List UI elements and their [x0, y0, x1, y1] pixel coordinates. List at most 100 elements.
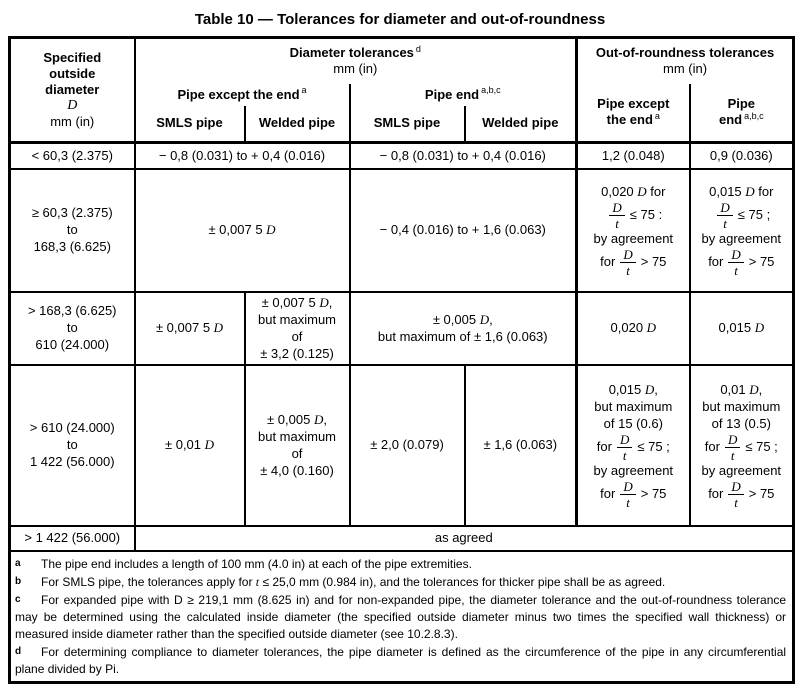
subgroup-label: Pipe end [424, 86, 480, 102]
tolerance-line: 0,01 D, [693, 382, 791, 398]
diameter-variable: D [319, 294, 329, 310]
tolerance-value: ± 0,01 [164, 437, 205, 452]
condition-text: > 75 [640, 253, 667, 269]
tolerance-line: but maximum of ± 1,6 (0.063) [377, 328, 548, 344]
header-text: end [718, 112, 743, 128]
range-line: to [66, 320, 78, 335]
fraction-denominator: t [734, 262, 738, 278]
header-oor-tolerances-group: Out-of-roundness tolerances mm (in) [575, 36, 795, 84]
tolerance-line: of [291, 328, 303, 344]
cell-oor-pipe-end: 0,9 (0.036) [688, 141, 795, 170]
tolerance-line: ± 0,005 D, [248, 412, 347, 428]
cell-welded-pipe-end: ± 1,6 (0.063) [463, 363, 579, 527]
condition-text: > 75 [748, 253, 775, 269]
footnotes-row: a The pipe end includes a length of 100 m… [8, 549, 795, 683]
tolerance-line: of [291, 445, 303, 461]
condition-text: for [704, 438, 720, 454]
tolerance-value: ± 0,005 [432, 311, 480, 327]
header-row-pipe-types: SMLS pipe Welded pipe SMLS pipe Welded p… [10, 105, 794, 144]
tolerance-line: ± 3,2 (0.125) [260, 345, 334, 361]
header-unit: mm (in) [50, 114, 95, 129]
cell-od-range: ≥ 60,3 (2.375) to 168,3 (6.625) [8, 167, 136, 293]
fraction-numerator: D [616, 433, 633, 448]
footnote-text: For expanded pipe with D ≥ 219,1 mm (8.6… [15, 592, 787, 641]
group-label: Out-of-roundness tolerances [595, 45, 775, 61]
cell-diam-tol-except-end: ± 0,007 5 D [133, 167, 351, 293]
tolerance-value: ± 0,007 5 [261, 294, 320, 310]
tolerance-line: 0,015 D, [580, 382, 687, 398]
tolerance-line: 0,020 D for [580, 184, 687, 200]
diameter-variable: D [749, 381, 759, 397]
diameter-variable: D [644, 381, 655, 397]
fraction-numerator: D [620, 480, 636, 495]
footnote-b: b For SMLS pipe, the tolerances apply for… [15, 574, 786, 591]
tolerance-value: 0,020 [601, 183, 638, 199]
tolerance-text: , [654, 381, 658, 397]
condition-text: > 75 [748, 485, 775, 501]
table-row: > 610 (24.000) to 1 422 (56.000) ± 0,01 … [8, 363, 795, 527]
header-pipe-except-end: Pipe except the end a [133, 83, 351, 106]
tolerance-value: ± 0,005 [267, 411, 314, 427]
tolerance-value: 0,01 [720, 381, 750, 397]
cell-diam-tol-pipe-end: − 0,4 (0.016) to + 1,6 (0.063) [348, 167, 579, 293]
condition-text: ≤ 75 ; [745, 438, 778, 454]
fraction-denominator: t [626, 494, 630, 510]
header-row-groups: Specified outside diameter D mm (in) Dia… [8, 36, 795, 144]
diameter-variable: D [637, 183, 647, 199]
tolerance-text: , [758, 381, 763, 397]
thickness-variable: t [255, 574, 260, 589]
cell-smls-except-end: ± 0,007 5 D [133, 290, 246, 366]
diameter-variable: D [479, 311, 490, 327]
header-oor-pipe-end: Pipe end a,b,c [688, 83, 795, 144]
header-unit: mm (in) [333, 61, 378, 77]
header-unit: mm (in) [663, 61, 708, 77]
tolerance-value: ± 0,007 5 [155, 320, 214, 335]
table-row: > 1 422 (56.000) as agreed [8, 524, 795, 552]
table-row: < 60,3 (2.375) − 0,8 (0.031) to + 0,4 (0… [8, 141, 795, 170]
agreement-line: by agreement [701, 230, 782, 246]
footnote-marker: d [15, 645, 22, 657]
cell-oor-except-end: 1,2 (0.048) [575, 141, 691, 170]
range-line: ≥ 60,3 (2.375) [31, 205, 113, 220]
cell-od-range: > 610 (24.000) to 1 422 (56.000) [8, 363, 136, 527]
cell-od-range: < 60,3 (2.375) [8, 141, 136, 170]
tolerance-text: for [754, 183, 774, 199]
tolerance-line: of 15 (0.6) [603, 415, 663, 431]
tolerance-value: 0,015 [718, 320, 755, 335]
diameter-variable: D [646, 320, 657, 335]
condition-text: for [600, 485, 616, 501]
group-label: Diameter tolerances [289, 45, 414, 61]
tolerance-text: , [489, 311, 493, 327]
footnote-ref: a,b,c [744, 110, 764, 121]
fraction-denominator: t [723, 215, 727, 231]
footnote-text: For determining compliance to diameter t… [15, 644, 787, 676]
header-line: diameter [45, 82, 100, 97]
table-body: < 60,3 (2.375) − 0,8 (0.031) to + 0,4 (0… [8, 141, 795, 683]
header-smls-pipe-except: SMLS pipe [133, 105, 246, 144]
group-label-line: Out-of-roundness tolerances [580, 45, 790, 61]
footnote-text: ≤ 25,0 mm (0.984 in), and the tolerances… [259, 574, 666, 589]
tolerances-table: Specified outside diameter D mm (in) Dia… [8, 36, 796, 684]
tolerance-line: but maximum [257, 311, 337, 327]
tolerance-value: ± 0,007 5 [208, 222, 267, 237]
header-row-subgroups: Pipe except the end a Pipe end a,b,c Pipe … [10, 83, 795, 144]
tolerance-line: but maximum [702, 398, 781, 414]
diameter-variable: D [313, 411, 324, 427]
header-welded-pipe-end: Welded pipe [463, 105, 579, 144]
header-text: the end [606, 112, 653, 128]
footnote-marker: b [15, 575, 22, 587]
diameter-variable: D [745, 183, 755, 199]
fraction-denominator: t [615, 215, 619, 231]
range-line: to [66, 437, 78, 452]
cell-as-agreed: as agreed [133, 524, 795, 552]
